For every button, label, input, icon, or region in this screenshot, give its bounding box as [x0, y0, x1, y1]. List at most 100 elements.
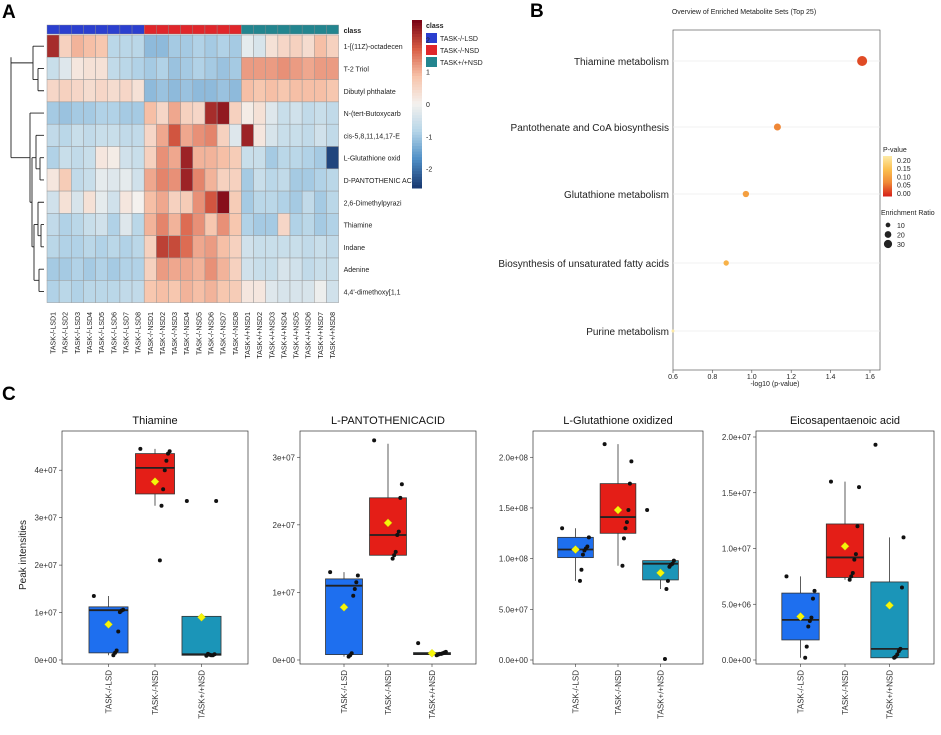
box-point — [849, 574, 854, 579]
heatmap-cell — [253, 101, 266, 125]
box-point — [809, 615, 814, 620]
heatmap-cell — [131, 57, 145, 80]
color-scale-step — [412, 185, 422, 189]
heatmap-cell — [265, 280, 279, 303]
color-scale-step — [412, 168, 422, 172]
legend-label: TASK-/-LSD — [440, 36, 478, 43]
color-scale-step — [412, 176, 422, 181]
heatmap-cell — [314, 34, 327, 58]
heatmap-cell — [216, 57, 230, 80]
color-scale-step — [412, 157, 422, 161]
pvalue-scale-step — [883, 175, 892, 177]
heatmap-cell — [143, 257, 157, 281]
heatmap-cell — [143, 235, 157, 259]
heatmap-cell — [314, 213, 327, 236]
heatmap-cell — [131, 79, 145, 103]
class-bar-cell — [58, 24, 72, 35]
box-point — [784, 574, 789, 579]
box-point — [892, 655, 897, 660]
heatmap-cell — [83, 79, 96, 103]
boxplot-ytick-label: 5.0e+07 — [499, 605, 529, 614]
heatmap-cell — [143, 123, 157, 147]
heatmap-cell — [131, 34, 145, 58]
heatmap-cell — [229, 79, 242, 103]
heatmap-cell — [241, 79, 254, 103]
heatmap-cell — [168, 213, 181, 236]
heatmap-cell — [143, 34, 157, 58]
heatmap-cell — [83, 34, 96, 58]
legend-swatch — [426, 45, 437, 55]
boxplot-ytick-label: 0.0e+00 — [499, 656, 529, 665]
color-scale-step — [412, 101, 422, 105]
box-mean-marker — [339, 603, 349, 612]
box-point — [396, 529, 401, 534]
box-point — [896, 649, 901, 654]
color-scale-step — [412, 81, 422, 85]
box-point — [855, 524, 860, 529]
boxplot-xtick-label: TASK-/-NSD — [151, 670, 160, 715]
box-point — [372, 438, 377, 443]
heatmap-cell — [326, 146, 339, 170]
heatmap-cell — [314, 168, 327, 192]
color-scale-step — [412, 140, 422, 144]
pvalue-legend-tick: 0.15 — [897, 166, 911, 173]
heatmap-cell — [289, 168, 303, 192]
heatmap-cell — [131, 235, 145, 259]
heatmap-cell — [204, 123, 218, 147]
pathway-label: Thiamine metabolism — [574, 57, 669, 68]
heatmap-cell — [58, 79, 72, 103]
size-legend-dot — [884, 231, 892, 238]
heatmap-cell — [95, 34, 108, 58]
class-bar-cell — [107, 24, 121, 35]
color-scale-step — [412, 148, 422, 153]
heatmap-cell — [83, 57, 96, 80]
box-point — [807, 618, 812, 623]
size-legend-label: 30 — [897, 242, 905, 249]
pathway-dot — [742, 190, 750, 198]
heatmap-cell — [180, 280, 194, 303]
color-scale-step — [412, 171, 422, 175]
heatmap-cell — [265, 257, 279, 281]
class-bar-cell — [326, 24, 339, 35]
color-scale-step — [412, 62, 422, 66]
pvalue-scale-step — [883, 161, 892, 163]
heatmap-cell — [83, 235, 96, 259]
pvalue-scale-step — [883, 174, 892, 176]
boxplot-ytick-label: 0e+00 — [35, 656, 58, 665]
color-scale-step — [412, 134, 422, 139]
heatmap-cell — [326, 213, 339, 236]
heatmap-cell — [119, 101, 133, 125]
heatmap-cell — [216, 34, 230, 58]
box-mean-marker — [885, 601, 894, 610]
heatmap-cell — [95, 168, 108, 192]
heatmap-cell — [301, 168, 315, 192]
heatmap-cell — [156, 168, 169, 192]
box-point — [204, 653, 209, 658]
heatmap-cell — [326, 190, 339, 214]
heatmap-cell — [265, 101, 279, 125]
box-body — [825, 523, 865, 578]
heatmap-cell — [301, 101, 315, 125]
heatmap-cell — [253, 168, 266, 192]
boxplot-xtick-label: TASK-/-LSD — [797, 670, 806, 714]
heatmap-panel: class 1-[(11Z)-octadecen T-2 Triol Dibutyl … — [10, 20, 483, 359]
heatmap-cell — [131, 101, 145, 125]
size-legend-label: 20 — [897, 233, 905, 240]
pathway-label: Pantothenate and CoA biosynthesis — [511, 123, 669, 134]
heatmap-cell — [180, 79, 194, 103]
heatmap-cell — [301, 190, 315, 214]
box-mean-marker — [613, 505, 623, 515]
heatmap-cell — [326, 280, 339, 303]
heatmap-cell — [46, 79, 60, 103]
heatmap-cell — [95, 146, 108, 170]
heatmap-cell — [143, 101, 157, 125]
heatmap-cell — [277, 257, 291, 281]
class-bar-cell — [83, 24, 96, 35]
heatmap-cell — [46, 146, 60, 170]
boxplot-ylabel: Peak intensities — [18, 520, 29, 590]
heatmap-cell — [107, 257, 121, 281]
heatmap-cell — [204, 235, 218, 259]
heatmap-cell — [326, 34, 339, 58]
pvalue-scale-step — [883, 187, 892, 189]
dotplot-xtick-label: 0.6 — [668, 374, 678, 381]
